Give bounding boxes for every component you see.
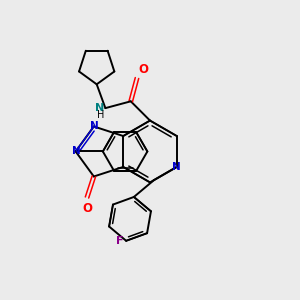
- Text: H: H: [97, 110, 104, 120]
- Text: N: N: [172, 162, 181, 172]
- Text: N: N: [72, 146, 80, 157]
- Text: F: F: [116, 236, 123, 246]
- Text: O: O: [139, 63, 148, 76]
- Text: N: N: [90, 122, 98, 131]
- Text: O: O: [82, 202, 92, 215]
- Text: N: N: [95, 103, 104, 113]
